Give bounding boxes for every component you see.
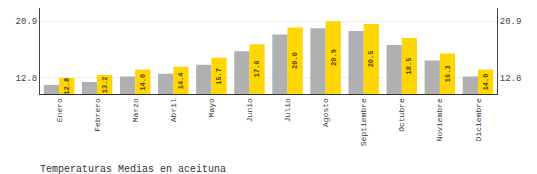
svg-text:Junio: Junio [245,98,254,122]
svg-text:12.8: 12.8 [63,78,71,95]
svg-text:13.2: 13.2 [101,76,109,93]
svg-text:Diciembre: Diciembre [474,98,483,141]
svg-text:16.3: 16.3 [444,65,452,82]
svg-text:14.4: 14.4 [177,72,185,89]
svg-text:14.0: 14.0 [139,74,147,91]
svg-text:12.8: 12.8 [500,74,522,84]
svg-text:Mayo: Mayo [207,98,216,117]
svg-text:Septiembre: Septiembre [359,98,368,146]
svg-text:Abril: Abril [169,98,178,122]
svg-text:20.9: 20.9 [16,17,38,27]
svg-text:Enero: Enero [55,98,64,122]
svg-text:20.9: 20.9 [500,17,522,27]
svg-text:18.5: 18.5 [405,58,413,75]
svg-text:Agosto: Agosto [321,98,330,127]
svg-text:Temperaturas Medias en aceitun: Temperaturas Medias en aceituna [40,164,226,174]
svg-text:Julio: Julio [283,98,292,122]
svg-text:17.6: 17.6 [253,60,261,77]
svg-text:20.5: 20.5 [367,51,375,68]
svg-text:12.8: 12.8 [16,74,38,84]
svg-text:14.0: 14.0 [482,74,490,91]
svg-text:20.9: 20.9 [330,49,338,66]
svg-text:Febrero: Febrero [93,98,102,132]
svg-text:Noviembre: Noviembre [435,98,444,141]
svg-text:Marzo: Marzo [131,98,140,122]
svg-text:15.7: 15.7 [215,68,223,85]
svg-text:Octubre: Octubre [397,98,406,132]
svg-text:20.0: 20.0 [291,52,299,69]
